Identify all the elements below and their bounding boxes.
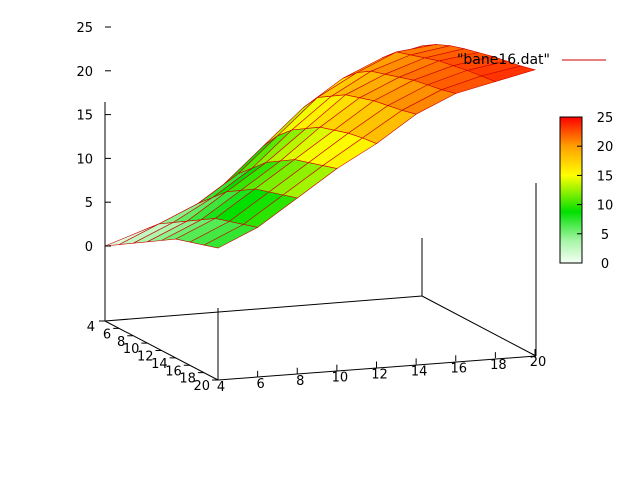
y-tick-label: 18 [490,358,507,373]
colorbar-tick-label: 5 [601,228,609,243]
x-tick-label: 4 [87,320,95,335]
colorbar-gradient [559,116,583,264]
colorbar: 0 5 10 15 20 25 [559,111,613,272]
y-tick-label: 20 [530,355,547,370]
x-tick-label: 14 [151,357,168,372]
surface-cell [203,224,259,249]
base-edge-back-left [104,295,423,322]
axes-box [104,102,537,381]
y-tick-label: 8 [296,374,304,389]
z-tick-label: 10 [76,152,93,167]
colorbar-ticks: 0 5 10 15 20 25 [577,111,613,272]
y-tick-label: 16 [450,361,467,376]
x-tick-label: 18 [179,372,196,387]
x-tick-label: 12 [137,350,154,365]
z-tick-label: 15 [76,109,93,124]
x-tick-label: 10 [123,342,140,357]
z-tick-label: 20 [76,65,93,80]
z-tick-label: 0 [85,240,93,255]
y-tick-label: 12 [371,368,388,383]
y-tick-label: 10 [332,371,349,386]
legend-label: "bane16.dat" [457,52,550,68]
colorbar-tick-label: 25 [597,111,614,126]
z-tick-label: 5 [85,196,93,211]
x-tick-label: 16 [165,364,182,379]
surface-mesh [104,44,537,249]
z-tick-label: 25 [76,21,93,36]
colorbar-tick-label: 15 [597,169,614,184]
colorbar-tick-label: 10 [597,199,614,214]
y-tick-label: 4 [217,380,225,395]
y-tick-label: 14 [411,364,428,379]
base-edge-front-right [217,355,537,381]
x-tick-label: 6 [103,327,111,342]
colorbar-tick-label: 20 [597,140,614,155]
y-tick-label: 6 [256,377,264,392]
x-tick-label: 20 [193,379,210,394]
colorbar-tick-label: 0 [601,257,609,272]
x-tick-label: 8 [117,335,125,350]
legend: "bane16.dat" [457,52,606,68]
base-edge-back-right [421,295,537,357]
